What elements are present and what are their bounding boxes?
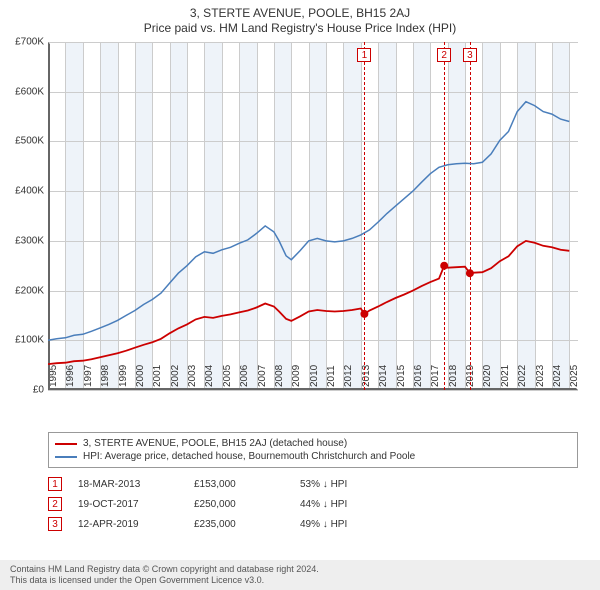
y-gridline xyxy=(48,390,578,391)
legend-swatch xyxy=(55,443,77,445)
sale-hpi: 44% ↓ HPI xyxy=(300,499,578,510)
sales-table: 1 18-MAR-2013 £153,000 53% ↓ HPI 2 19-OCT-201… xyxy=(48,474,578,534)
sale-date: 18-MAR-2013 xyxy=(78,479,178,490)
sale-date: 19-OCT-2017 xyxy=(78,499,178,510)
sale-index-box: 3 xyxy=(48,517,62,531)
legend-item: HPI: Average price, detached house, Bour… xyxy=(55,450,571,463)
sale-price: £250,000 xyxy=(194,499,284,510)
footer-line2: This data is licensed under the Open Gov… xyxy=(10,575,590,586)
legend: 3, STERTE AVENUE, POOLE, BH15 2AJ (detac… xyxy=(48,432,578,468)
y-axis-label: £700K xyxy=(6,37,44,48)
chart-title: 3, STERTE AVENUE, POOLE, BH15 2AJ xyxy=(10,6,590,21)
y-axis-label: £400K xyxy=(6,186,44,197)
y-axis-label: £300K xyxy=(6,235,44,246)
legend-label: 3, STERTE AVENUE, POOLE, BH15 2AJ (detac… xyxy=(83,438,347,449)
sale-point xyxy=(440,262,448,270)
sale-hpi: 53% ↓ HPI xyxy=(300,479,578,490)
footer: Contains HM Land Registry data © Crown c… xyxy=(0,560,600,590)
sale-price: £153,000 xyxy=(194,479,284,490)
sale-price: £235,000 xyxy=(194,519,284,530)
chart-svg xyxy=(48,42,578,390)
legend-item: 3, STERTE AVENUE, POOLE, BH15 2AJ (detac… xyxy=(55,437,571,450)
legend-label: HPI: Average price, detached house, Bour… xyxy=(83,451,415,462)
sale-row: 2 19-OCT-2017 £250,000 44% ↓ HPI xyxy=(48,494,578,514)
sale-row: 1 18-MAR-2013 £153,000 53% ↓ HPI xyxy=(48,474,578,494)
chart-area: £0£100K£200K£300K£400K£500K£600K£700K199… xyxy=(48,42,578,390)
y-axis-label: £100K xyxy=(6,335,44,346)
y-axis-label: £600K xyxy=(6,86,44,97)
sale-date: 12-APR-2019 xyxy=(78,519,178,530)
sale-hpi: 49% ↓ HPI xyxy=(300,519,578,530)
series-line xyxy=(48,241,569,364)
sale-index-box: 1 xyxy=(48,477,62,491)
y-axis-label: £500K xyxy=(6,136,44,147)
sale-index-box: 2 xyxy=(48,497,62,511)
footer-line1: Contains HM Land Registry data © Crown c… xyxy=(10,564,590,575)
sale-row: 3 12-APR-2019 £235,000 49% ↓ HPI xyxy=(48,514,578,534)
chart-subtitle: Price paid vs. HM Land Registry's House … xyxy=(10,21,590,36)
y-axis-label: £200K xyxy=(6,285,44,296)
y-axis-label: £0 xyxy=(6,385,44,396)
sale-point xyxy=(466,269,474,277)
legend-swatch xyxy=(55,456,77,458)
sale-point xyxy=(360,310,368,318)
series-line xyxy=(48,102,569,341)
